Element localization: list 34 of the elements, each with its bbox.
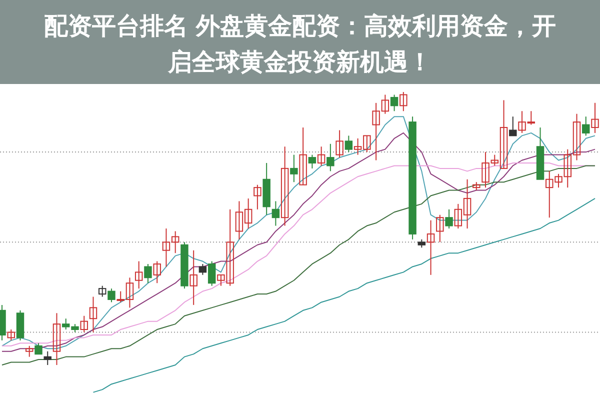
candlestick (290, 154, 298, 183)
candlestick (254, 184, 262, 210)
candlestick (582, 116, 590, 136)
candlestick (317, 146, 326, 166)
candlestick (390, 94, 398, 112)
candlestick (272, 200, 280, 226)
candlestick (7, 329, 15, 341)
candlestick (52, 312, 61, 366)
candlestick (326, 143, 334, 172)
candlestick (89, 296, 98, 333)
candlestick (509, 116, 517, 136)
candlestick (80, 315, 88, 333)
candlestick (134, 260, 143, 290)
candlestick (108, 288, 116, 303)
candlestick (198, 263, 207, 276)
candlestick (208, 260, 216, 286)
candlestick (426, 220, 435, 276)
candlestick (445, 208, 453, 229)
candlestick (400, 92, 408, 112)
candlestick (190, 250, 198, 306)
candlestick (344, 135, 353, 153)
candlestick (436, 214, 444, 243)
candlestick (34, 342, 42, 355)
candlestick (591, 102, 599, 134)
chart-title: 配资平台排名 外盘黄金配资：高效利用资金，开启全球黄金投资新机遇！ (44, 12, 556, 76)
candlestick (299, 126, 307, 186)
candlestick (153, 260, 161, 284)
candlestick (144, 263, 152, 284)
candlestick (98, 285, 106, 298)
candlestick (308, 154, 316, 169)
candlestick (336, 130, 344, 158)
candlestick (44, 350, 52, 366)
candlestick (280, 146, 289, 226)
candlestick (26, 345, 34, 358)
